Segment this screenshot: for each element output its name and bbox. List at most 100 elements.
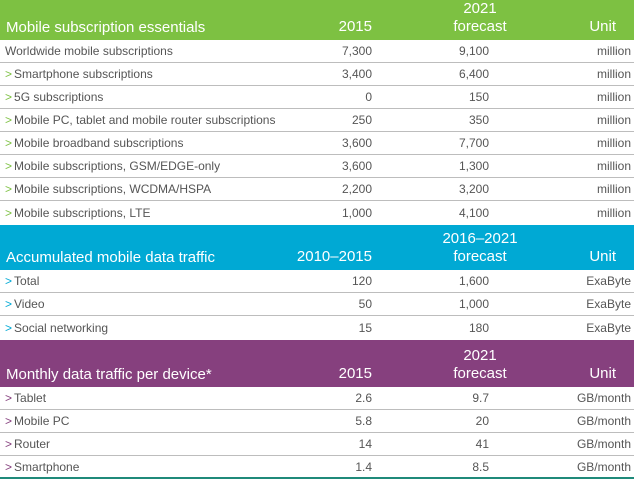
row-label-text: 5G subscriptions bbox=[14, 90, 104, 104]
value-baseline: 120 bbox=[351, 274, 372, 288]
row-label-text: Total bbox=[14, 274, 40, 288]
row-label: > Video bbox=[0, 297, 292, 311]
col-header-2015: 2015 bbox=[338, 365, 372, 382]
value-forecast: 1,300 bbox=[458, 159, 489, 173]
chevron-right-icon: > bbox=[5, 437, 13, 451]
col-header-forecast: 2021 forecast bbox=[372, 347, 542, 383]
table-row: >5G subscriptions 0 150 million bbox=[0, 86, 634, 109]
value-forecast: 20 bbox=[475, 414, 489, 428]
value-unit: GB/month bbox=[576, 391, 631, 405]
row-label-text: Mobile PC bbox=[14, 414, 70, 428]
value-baseline: 3,600 bbox=[341, 159, 372, 173]
table-row: > Smartphone subscriptions 3,400 6,400 milli… bbox=[0, 63, 634, 86]
row-label-text: Social networking bbox=[14, 320, 109, 335]
chevron-right-icon: > bbox=[5, 136, 13, 150]
value-forecast: 180 bbox=[468, 320, 489, 335]
table-row: > Mobile PC 5.8 20 GB/month bbox=[0, 410, 634, 433]
value-unit: million bbox=[596, 205, 631, 220]
row-label-text: Mobile subscriptions, WCDMA/HSPA bbox=[14, 182, 212, 196]
row-label: > Mobile PC bbox=[0, 414, 292, 428]
col-header-2015: 2015 bbox=[338, 18, 372, 35]
chevron-right-icon: > bbox=[5, 205, 13, 220]
table-row: > Router 14 41 GB/month bbox=[0, 433, 634, 456]
value-forecast: 350 bbox=[468, 113, 489, 127]
table-row: > Mobile broadband subscriptions 3,600 7,70… bbox=[0, 132, 634, 155]
col-header-unit: Unit bbox=[589, 18, 616, 35]
value-unit: GB/month bbox=[576, 414, 631, 428]
value-forecast: 3,200 bbox=[458, 182, 489, 196]
row-label: > Mobile subscriptions, GSM/EDGE-only bbox=[0, 159, 292, 173]
row-label: > Router bbox=[0, 437, 292, 451]
value-baseline: 1.4 bbox=[355, 459, 372, 474]
chevron-right-icon: > bbox=[5, 67, 13, 81]
chevron-right-icon: > bbox=[5, 182, 13, 196]
row-label: > Social networking bbox=[0, 321, 292, 335]
section-mobile-subscriptions: Mobile subscription essentials 2015 2021… bbox=[0, 0, 634, 224]
row-label-text: Smartphone bbox=[14, 459, 80, 474]
chevron-right-icon: > bbox=[5, 159, 13, 173]
section-title: Monthly data traffic per device* bbox=[6, 366, 212, 383]
value-unit: million bbox=[596, 44, 631, 58]
value-baseline: 0 bbox=[365, 90, 372, 104]
section-accumulated-traffic: Accumulated mobile data traffic 2010–201… bbox=[0, 224, 634, 339]
table-row: Worldwide mobile subscriptions 7,300 9,100… bbox=[0, 40, 634, 63]
value-unit: ExaByte bbox=[586, 320, 631, 335]
section-header: Mobile subscription essentials 2015 2021… bbox=[0, 0, 634, 40]
chevron-right-icon: > bbox=[5, 459, 13, 474]
table-row: > Mobile subscriptions, GSM/EDGE-only 3,60… bbox=[0, 155, 634, 178]
row-label: > Total bbox=[0, 274, 292, 288]
table-row: > Tablet 2.6 9.7 GB/month bbox=[0, 387, 634, 410]
value-forecast: 9.7 bbox=[472, 391, 489, 405]
chevron-right-icon: > bbox=[5, 320, 13, 335]
chevron-right-icon: > bbox=[5, 297, 13, 311]
value-forecast: 150 bbox=[468, 90, 489, 104]
value-unit: million bbox=[596, 67, 631, 81]
chevron-right-icon: > bbox=[5, 391, 13, 405]
row-label-text: Worldwide mobile subscriptions bbox=[5, 44, 173, 58]
section-title: Accumulated mobile data traffic bbox=[6, 249, 215, 266]
col-header-forecast-label: forecast bbox=[453, 18, 507, 35]
value-baseline: 14 bbox=[358, 437, 372, 451]
table-row: > Mobile PC, tablet and mobile router sub… bbox=[0, 109, 634, 132]
value-unit: million bbox=[596, 113, 631, 127]
col-header-forecast-label: forecast bbox=[453, 248, 507, 265]
row-label: > Mobile subscriptions, WCDMA/HSPA bbox=[0, 182, 292, 196]
value-baseline: 3,600 bbox=[341, 136, 372, 150]
value-forecast: 1,000 bbox=[458, 297, 489, 311]
row-label-text: Router bbox=[14, 437, 51, 451]
table-row: > Mobile subscriptions, WCDMA/HSPA 2,200 3,… bbox=[0, 178, 634, 201]
row-label: Worldwide mobile subscriptions bbox=[0, 44, 292, 58]
value-forecast: 4,100 bbox=[458, 205, 489, 220]
col-header-2010-2015: 2010–2015 bbox=[296, 248, 372, 265]
value-baseline: 2.6 bbox=[355, 391, 372, 405]
section-header: Monthly data traffic per device* 2015 20… bbox=[0, 339, 634, 387]
value-baseline: 50 bbox=[358, 297, 372, 311]
value-unit: million bbox=[596, 136, 631, 150]
value-unit: GB/month bbox=[576, 459, 631, 474]
row-label: > Tablet bbox=[0, 391, 292, 405]
col-header-unit: Unit bbox=[589, 365, 616, 382]
value-forecast: 41 bbox=[475, 437, 489, 451]
row-label: > Mobile broadband subscriptions bbox=[0, 136, 292, 150]
value-unit: million bbox=[596, 159, 631, 173]
table-row: > Social networking 15 180 ExaByte bbox=[0, 316, 634, 339]
value-forecast: 1,600 bbox=[458, 274, 489, 288]
value-forecast: 9,100 bbox=[458, 44, 489, 58]
value-unit: ExaByte bbox=[586, 274, 631, 288]
value-baseline: 2,200 bbox=[341, 182, 372, 196]
table-row: > Mobile subscriptions, LTE 1,000 4,100 mill… bbox=[0, 201, 634, 224]
value-baseline: 250 bbox=[351, 113, 372, 127]
chevron-right-icon: > bbox=[5, 274, 13, 288]
col-header-forecast: 2016–2021 forecast bbox=[372, 230, 542, 266]
col-header-unit: Unit bbox=[589, 248, 616, 265]
value-unit: ExaByte bbox=[586, 297, 631, 311]
value-forecast: 6,400 bbox=[458, 67, 489, 81]
value-unit: GB/month bbox=[576, 437, 631, 451]
row-label-text: Mobile subscriptions, LTE bbox=[14, 205, 151, 220]
section-title: Mobile subscription essentials bbox=[6, 19, 206, 36]
value-baseline: 7,300 bbox=[341, 44, 372, 58]
col-header-forecast-year: 2021 bbox=[463, 0, 497, 17]
table-row: > Total 120 1,600 ExaByte bbox=[0, 270, 634, 293]
row-label-text: Video bbox=[14, 297, 45, 311]
